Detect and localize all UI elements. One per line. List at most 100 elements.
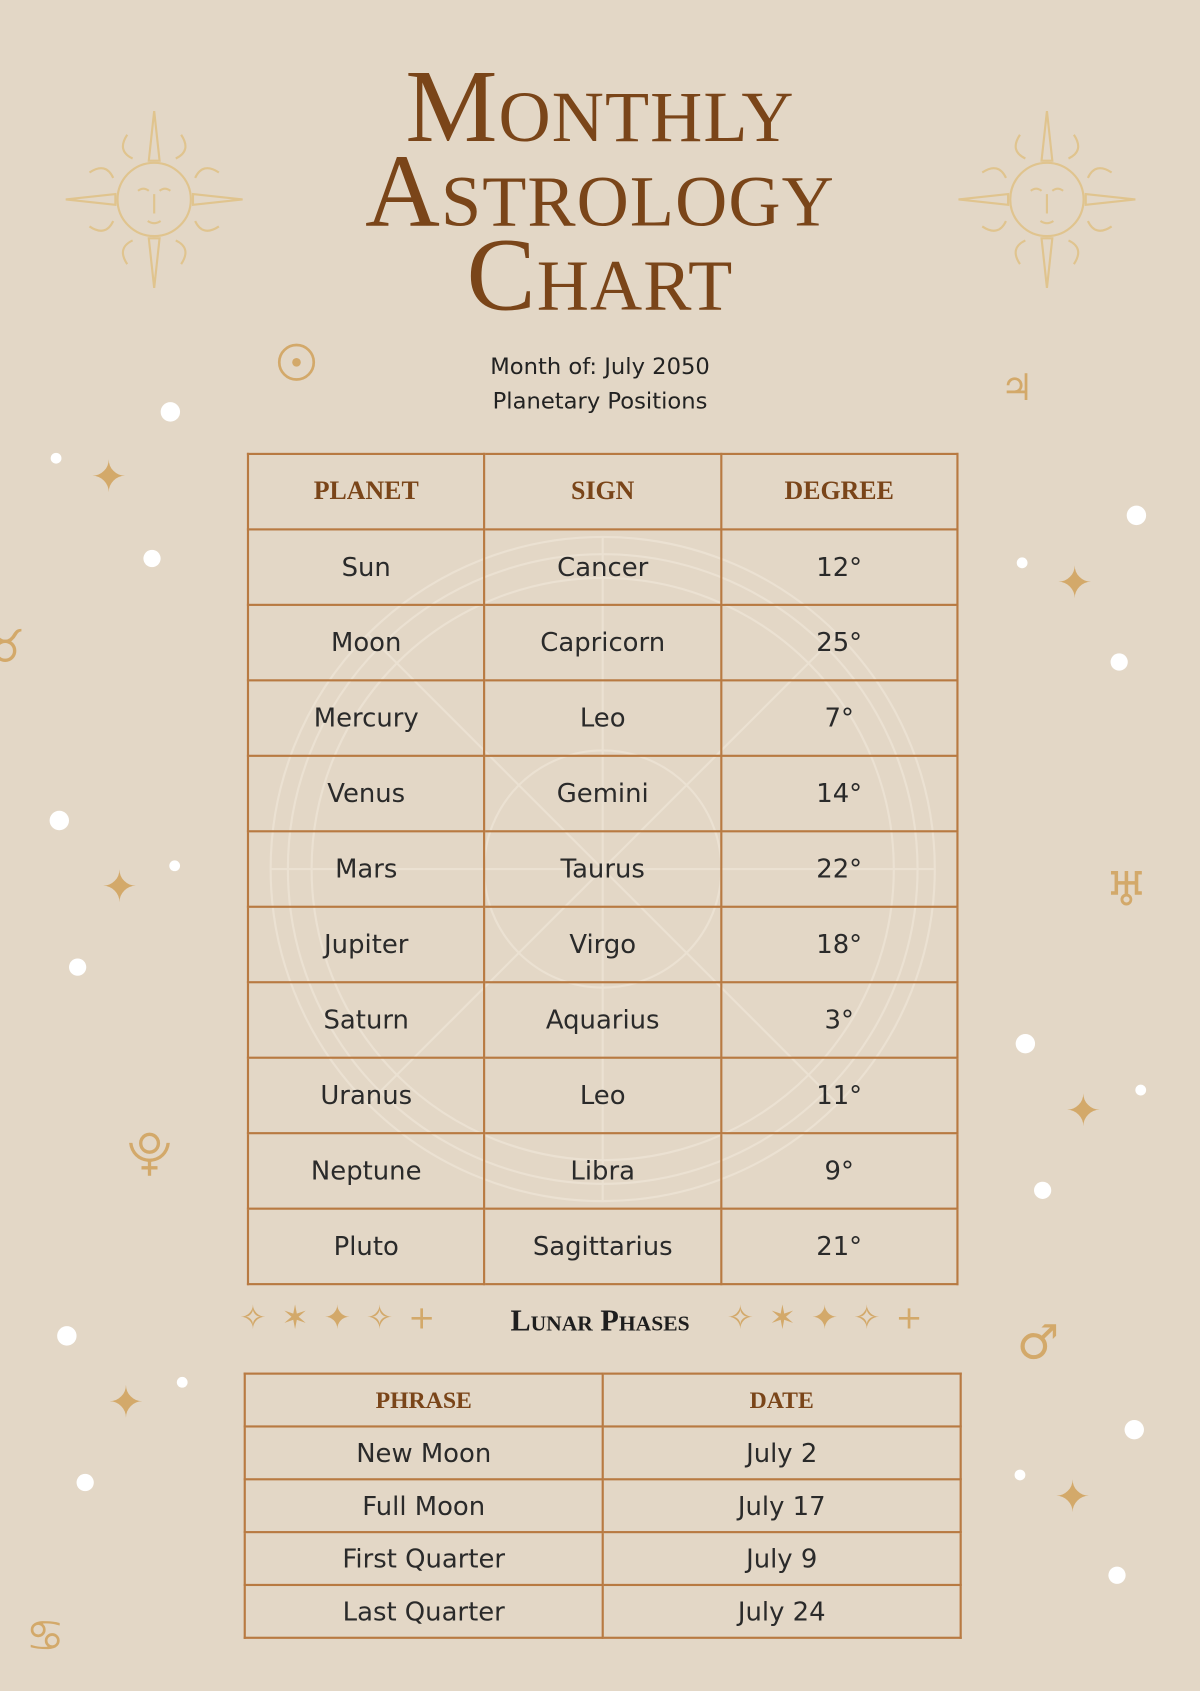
table-cell: Pluto [246,1207,486,1286]
sparkle-icon: ✦ [101,862,138,913]
star-dot [176,1376,188,1388]
star-dot [1126,505,1147,526]
page-title: Monthly Astrology Chart [0,48,1200,333]
table-cell: Leo [483,679,723,757]
table-row: Jupiter Virgo 18° [246,905,959,984]
table-cell: First Quarter [243,1531,604,1587]
sparkle-icon: ✦ [1056,558,1093,609]
table-row: Moon Capricorn 25° [246,603,959,682]
table-cell: Mars [246,830,486,908]
star-dot [1135,1084,1147,1096]
star-dot [69,958,87,976]
table-cell: 7° [719,679,959,757]
star-dot [143,549,161,568]
table-cell: July 17 [601,1478,962,1534]
column-header: PLANET [246,452,486,531]
table-cell: Last Quarter [243,1583,604,1639]
table-cell: July 9 [601,1531,962,1587]
jupiter-symbol-icon: ♃ [1000,366,1034,410]
subtitle: Planetary Positions [492,388,708,415]
table-cell: 9° [719,1132,959,1210]
table-cell: Moon [246,603,486,682]
month-line: Month of: July 2050 [490,353,710,380]
table-row: Venus Gemini 14° [246,754,959,833]
title-line: Astrology [365,132,835,248]
table-cell: July 24 [601,1583,962,1639]
planetary-positions-table: PLANET SIGN DEGREE Sun Cancer 12° Moon Capri… [246,452,959,1286]
table-cell: 14° [719,754,959,833]
table-header-row: PHRASE DATE [243,1372,962,1428]
table-cell: New Moon [243,1425,604,1481]
sparkle-row-left: ✧✶✦✧+ [239,1299,451,1337]
column-header: SIGN [483,452,723,531]
star-dot [50,452,62,464]
table-row: First Quarter July 9 [243,1531,962,1587]
mars-symbol-icon: ♂ [1016,1315,1060,1371]
table-cell: 3° [719,981,959,1059]
table-row: New Moon July 2 [243,1425,962,1481]
sparkle-icon: ✦ [107,1377,144,1428]
table-cell: Virgo [483,905,723,984]
star-dot [49,810,70,831]
star-dot [1110,653,1128,671]
table-cell: 22° [719,830,959,908]
table-row: Uranus Leo 11° [246,1056,959,1135]
table-cell: Sun [246,528,486,606]
table-cell: Leo [483,1056,723,1135]
table-cell: Taurus [483,830,723,908]
star-dot [1016,557,1028,569]
table-cell: Libra [483,1132,723,1210]
table-cell: 21° [719,1207,959,1286]
table-row: Mars Taurus 22° [246,830,959,908]
table-cell: 18° [719,905,959,984]
table-cell: July 2 [601,1425,962,1481]
title-line: Chart [466,216,734,333]
table-cell: Saturn [246,981,486,1059]
table-row: Mercury Leo 7° [246,679,959,757]
pluto-symbol-icon: ⯓ [127,1126,172,1180]
star-dot [160,402,181,422]
title-line: Monthly [405,48,795,164]
column-header: PHRASE [243,1372,604,1428]
star-dot [1033,1181,1052,1199]
sun-face-icon [65,110,243,288]
table-cell: Jupiter [246,905,486,984]
sparkle-icon: ✦ [1054,1472,1091,1523]
table-cell: Capricorn [483,603,723,682]
star-dot [57,1326,77,1346]
table-cell: Aquarius [483,981,723,1059]
table-cell: Neptune [246,1132,486,1210]
table-row: Last Quarter July 24 [243,1583,962,1639]
table-row: Saturn Aquarius 3° [246,981,959,1059]
table-cell: 25° [719,603,959,682]
subtitle-block: Month of: July 2050 Planetary Positions [0,349,1200,418]
table-cell: Venus [246,754,486,833]
table-header-row: PLANET SIGN DEGREE [246,452,959,531]
table-row: Neptune Libra 9° [246,1132,959,1210]
star-dot [1014,1469,1026,1481]
star-dot [76,1473,94,1492]
sparkle-icon: ✦ [1065,1086,1102,1137]
table-cell: Gemini [483,754,723,833]
star-dot [1015,1033,1036,1054]
table-row: Full Moon July 17 [243,1478,962,1534]
table-cell: Sagittarius [483,1207,723,1286]
column-header: DEGREE [719,452,959,531]
sun-symbol-icon [277,343,316,381]
uranus-symbol-icon: ♅ [1105,862,1148,918]
star-dot [169,860,181,872]
star-dot [1108,1566,1126,1584]
table-cell: Uranus [246,1056,486,1135]
sparkle-icon: ✦ [90,452,127,503]
table-cell: 11° [719,1056,959,1135]
table-cell: 12° [719,528,959,606]
sun-face-icon [958,110,1136,288]
lunar-phases-table: PHRASE DATE New Moon July 2 Full Moon July … [243,1372,962,1639]
table-row: Sun Cancer 12° [246,528,959,606]
cancer-symbol-icon: ♋ [25,1611,65,1662]
column-header: DATE [601,1372,962,1428]
table-cell: Cancer [483,528,723,606]
lunar-phases-title: Lunar Phases [510,1304,690,1339]
star-dot [1124,1419,1144,1440]
